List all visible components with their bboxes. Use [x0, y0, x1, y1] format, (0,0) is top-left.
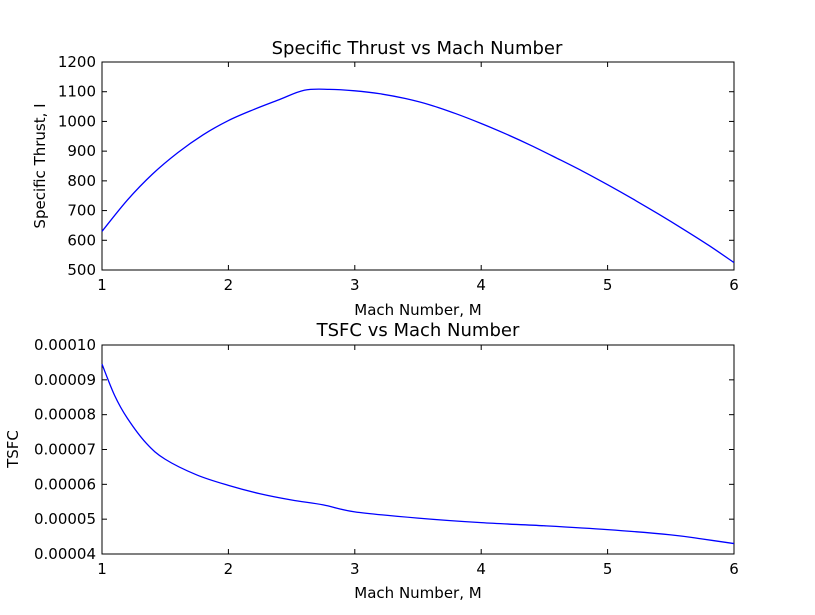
- x-tick-label: 5: [603, 276, 613, 294]
- y-tick-label: 0.00006: [34, 475, 96, 493]
- x-tick-label: 1: [97, 276, 107, 294]
- y-tick-label: 0.00005: [34, 510, 96, 528]
- x-axis-label: Mach Number, M: [354, 301, 481, 319]
- x-tick-label: 5: [603, 560, 613, 578]
- y-tick-label: 1000: [58, 112, 96, 130]
- x-tick-label: 4: [476, 560, 486, 578]
- x-axis-label: Mach Number, M: [354, 584, 481, 602]
- specific-thrust-chart: Specific Thrust vs Mach Number 1 2 3 4 5 6 500…: [31, 38, 739, 319]
- axis-ticks: 1 2 3 4 5 6 0.00004 0.00005 0.00006 0.00007 0.0000…: [34, 336, 739, 578]
- x-tick-label: 3: [350, 276, 360, 294]
- y-tick-label: 800: [67, 172, 96, 190]
- y-axis-label: Specific Thrust, I: [31, 103, 49, 228]
- y-tick-label: 900: [67, 142, 96, 160]
- chart-title: TSFC vs Mach Number: [316, 320, 520, 341]
- chart-title: Specific Thrust vs Mach Number: [272, 38, 563, 59]
- tsfc-chart: TSFC vs Mach Number 1 2 3 4 5 6 0.00004 0.00005…: [4, 320, 739, 602]
- y-tick-label: 700: [67, 202, 96, 220]
- y-tick-label: 0.00010: [34, 336, 96, 354]
- series-line: [101, 88, 735, 264]
- x-tick-label: 6: [729, 560, 739, 578]
- axis-ticks: 1 2 3 4 5 6 500 600 700 800 900 1000 1100 1200: [58, 53, 739, 294]
- y-tick-label: 0.00009: [34, 371, 96, 389]
- y-tick-label: 0.00004: [34, 545, 96, 563]
- x-tick-label: 2: [224, 560, 234, 578]
- series-line: [101, 363, 735, 545]
- plot-area-frame: [101, 61, 735, 271]
- x-tick-label: 6: [729, 276, 739, 294]
- x-tick-label: 4: [476, 276, 486, 294]
- y-tick-label: 1100: [58, 83, 96, 101]
- y-axis-label: TSFC: [4, 430, 22, 469]
- y-tick-label: 600: [67, 231, 96, 249]
- y-tick-label: 0.00007: [34, 441, 96, 459]
- x-tick-label: 2: [224, 276, 234, 294]
- y-tick-label: 1200: [58, 53, 96, 71]
- y-tick-label: 500: [67, 261, 96, 279]
- x-tick-label: 1: [97, 560, 107, 578]
- x-tick-label: 3: [350, 560, 360, 578]
- y-tick-label: 0.00008: [34, 406, 96, 424]
